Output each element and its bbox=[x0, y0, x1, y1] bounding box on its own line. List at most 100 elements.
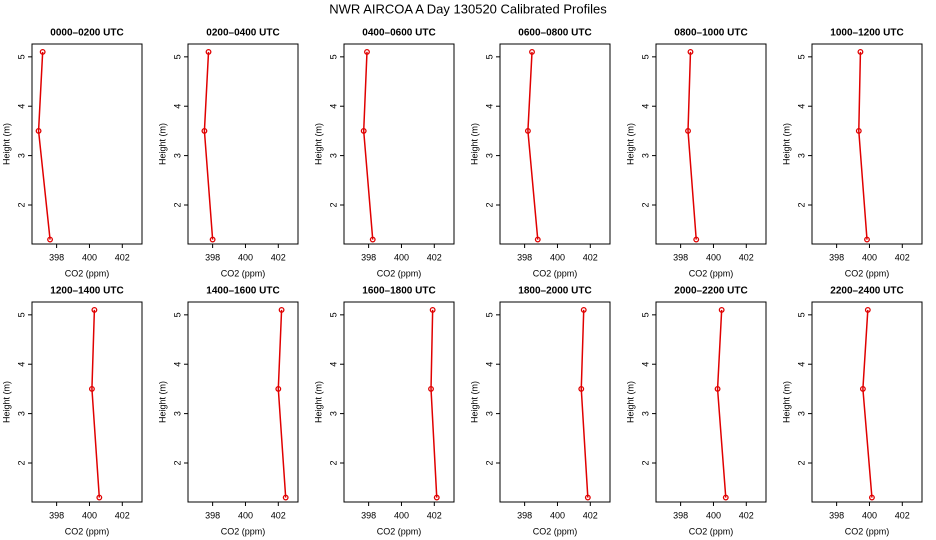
x-tick-label: 402 bbox=[895, 510, 910, 520]
x-tick-label: 400 bbox=[862, 510, 877, 520]
y-tick-label: 3 bbox=[640, 411, 650, 416]
plot-box bbox=[499, 301, 611, 503]
data-point bbox=[722, 494, 729, 501]
x-tick-label: 400 bbox=[82, 252, 97, 262]
y-tick-label: 3 bbox=[796, 411, 806, 416]
profile-line bbox=[37, 51, 51, 240]
profile-line bbox=[277, 309, 287, 498]
y-tick-label: 4 bbox=[172, 104, 182, 109]
plot-box bbox=[31, 43, 143, 245]
y-axis-label: Height (m) bbox=[157, 123, 167, 165]
x-tick-label: 398 bbox=[829, 252, 844, 262]
x-tick-label: 398 bbox=[361, 510, 376, 520]
y-tick-label: 2 bbox=[16, 460, 26, 465]
x-tick-label: 400 bbox=[706, 510, 721, 520]
y-tick-label: 5 bbox=[328, 312, 338, 317]
y-tick-label: 4 bbox=[16, 104, 26, 109]
panel: 0800–1000 UTC CO2 (ppm) Height (m) 398 400 40… bbox=[625, 28, 767, 278]
panel: 0600–0800 UTC CO2 (ppm) Height (m) 398 400 40… bbox=[469, 28, 611, 278]
y-tick-label: 3 bbox=[328, 153, 338, 158]
panel-title: 0800–1000 UTC bbox=[674, 28, 747, 39]
plot-box bbox=[499, 43, 611, 245]
y-tick-label: 5 bbox=[172, 312, 182, 317]
y-tick-label: 2 bbox=[16, 202, 26, 207]
panel-title: 1000–1200 UTC bbox=[830, 28, 903, 39]
y-tick-label: 5 bbox=[16, 54, 26, 59]
y-tick-label: 2 bbox=[796, 202, 806, 207]
data-point bbox=[282, 494, 289, 501]
panel-title: 1600–1800 UTC bbox=[362, 286, 435, 297]
data-point bbox=[580, 306, 587, 313]
x-tick-label: 402 bbox=[271, 510, 286, 520]
x-tick-label: 402 bbox=[739, 510, 754, 520]
data-point bbox=[524, 127, 531, 134]
profile-line bbox=[687, 51, 697, 240]
y-tick-label: 4 bbox=[796, 104, 806, 109]
x-axis-label: CO2 (ppm) bbox=[377, 268, 422, 278]
y-tick-label: 2 bbox=[328, 460, 338, 465]
y-tick-label: 3 bbox=[16, 153, 26, 158]
y-tick-label: 2 bbox=[484, 460, 494, 465]
data-point bbox=[687, 48, 694, 55]
x-tick-label: 400 bbox=[550, 510, 565, 520]
panel: 1800–2000 UTC CO2 (ppm) Height (m) 398 400 40… bbox=[469, 286, 611, 536]
profile-line bbox=[203, 51, 214, 240]
panel-title: 0000–0200 UTC bbox=[50, 28, 123, 39]
x-tick-label: 402 bbox=[739, 252, 754, 262]
panel: 0400–0600 UTC CO2 (ppm) Height (m) 398 400 40… bbox=[313, 28, 455, 278]
profile-line bbox=[527, 51, 539, 240]
data-point bbox=[718, 306, 725, 313]
panel: 1400–1600 UTC CO2 (ppm) Height (m) 398 400 40… bbox=[157, 286, 299, 536]
plot-box bbox=[811, 43, 923, 245]
data-point bbox=[209, 236, 216, 243]
y-tick-label: 4 bbox=[328, 362, 338, 367]
data-point bbox=[864, 236, 870, 243]
y-tick-label: 3 bbox=[796, 153, 806, 158]
y-tick-label: 2 bbox=[484, 202, 494, 207]
data-point bbox=[91, 306, 98, 313]
y-axis-label: Height (m) bbox=[781, 123, 791, 165]
y-tick-label: 5 bbox=[484, 54, 494, 59]
data-point bbox=[39, 48, 46, 55]
data-point bbox=[88, 385, 95, 392]
x-tick-label: 398 bbox=[49, 510, 64, 520]
x-axis-label: CO2 (ppm) bbox=[845, 526, 890, 536]
y-axis-label: Height (m) bbox=[1, 123, 11, 165]
y-axis-label: Height (m) bbox=[781, 381, 791, 423]
x-axis-label: CO2 (ppm) bbox=[845, 268, 890, 278]
plot-box bbox=[655, 43, 767, 245]
profile-line bbox=[91, 309, 101, 498]
y-tick-label: 3 bbox=[172, 411, 182, 416]
y-tick-label: 4 bbox=[172, 362, 182, 367]
plot-box bbox=[187, 301, 299, 503]
x-tick-label: 400 bbox=[394, 252, 409, 262]
y-axis-label: Height (m) bbox=[313, 381, 323, 423]
data-point bbox=[855, 127, 862, 134]
y-tick-label: 4 bbox=[328, 104, 338, 109]
y-tick-label: 4 bbox=[484, 362, 494, 367]
plot-box bbox=[655, 301, 767, 503]
x-tick-label: 402 bbox=[427, 252, 442, 262]
data-point bbox=[864, 306, 871, 313]
panel: 1600–1800 UTC CO2 (ppm) Height (m) 398 400 40… bbox=[313, 286, 455, 536]
y-tick-label: 3 bbox=[16, 411, 26, 416]
y-tick-label: 3 bbox=[328, 411, 338, 416]
x-tick-label: 400 bbox=[238, 252, 253, 262]
x-tick-label: 398 bbox=[361, 252, 376, 262]
data-point bbox=[578, 385, 585, 392]
data-point bbox=[96, 494, 103, 501]
panel-title: 1200–1400 UTC bbox=[50, 286, 123, 297]
panel: 2000–2200 UTC CO2 (ppm) Height (m) 398 400 40… bbox=[625, 286, 767, 536]
data-point bbox=[428, 385, 434, 392]
y-tick-label: 4 bbox=[796, 362, 806, 367]
y-axis-label: Height (m) bbox=[625, 123, 635, 165]
x-tick-label: 400 bbox=[394, 510, 409, 520]
panel-title: 1800–2000 UTC bbox=[518, 286, 591, 297]
data-point bbox=[857, 48, 864, 55]
data-point bbox=[584, 494, 591, 501]
y-tick-label: 5 bbox=[640, 312, 650, 317]
profile-line bbox=[862, 309, 873, 498]
y-axis-label: Height (m) bbox=[625, 381, 635, 423]
plot-box bbox=[343, 43, 455, 245]
